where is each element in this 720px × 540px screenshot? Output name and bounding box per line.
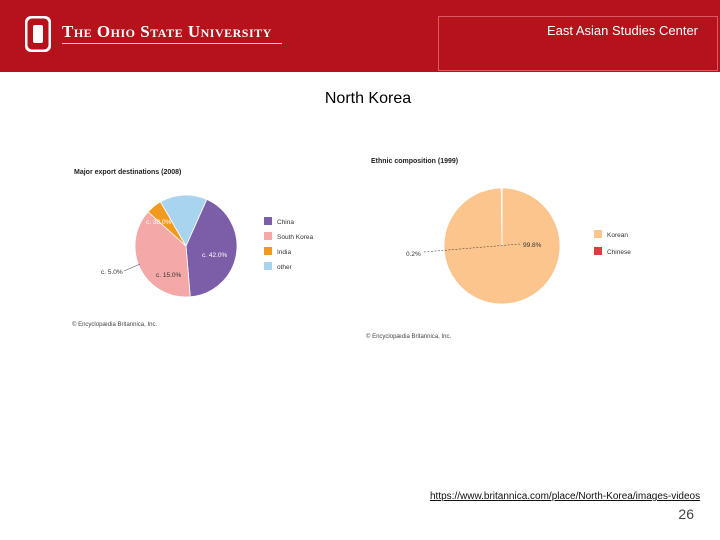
legend-swatch-india xyxy=(264,247,272,255)
header-bar: The Ohio State University East Asian Stu… xyxy=(0,0,720,72)
legend-swatch-south-korea xyxy=(264,232,272,240)
ethnic-legend: Korean Chinese xyxy=(594,230,631,256)
legend-label-south-korea: South Korea xyxy=(277,234,314,241)
slice-label-chinese: 0.2% xyxy=(406,251,421,258)
export-legend: China South Korea India other xyxy=(264,217,314,271)
ethnic-pie xyxy=(443,187,561,305)
legend-label-other: other xyxy=(277,264,293,271)
block-o-logo-icon xyxy=(25,16,51,52)
ethnic-composition-chart: Ethnic composition (1999) KoreanChinese … xyxy=(366,158,631,340)
pie-slice-other xyxy=(159,194,208,247)
slice-label-south-korea: c. 38.0% xyxy=(146,219,172,226)
export-chart-title: Major export destinations (2008) xyxy=(74,169,181,176)
slice-label-china: c. 42.0% xyxy=(202,252,228,259)
legend-swatch-china xyxy=(264,217,272,225)
legend-swatch-chinese xyxy=(594,247,602,255)
center-box xyxy=(438,16,718,71)
legend-swatch-other xyxy=(264,262,272,270)
export-chart-copyright: © Encyclopædia Britannica, Inc. xyxy=(72,321,157,328)
legend-label-china: China xyxy=(277,219,294,226)
pie-slice-south-korea xyxy=(134,211,191,298)
slide-title: North Korea xyxy=(324,90,412,107)
university-name: The Ohio State University xyxy=(62,22,272,41)
ethnic-chart-title: Ethnic composition (1999) xyxy=(371,158,458,165)
export-pie xyxy=(134,194,238,298)
india-leader-line xyxy=(123,263,141,272)
legend-swatch-korean xyxy=(594,230,602,238)
pie-slice-chinese xyxy=(500,187,503,247)
slide-number: 26 xyxy=(678,506,694,522)
export-destinations-chart: Major export destinations (2008) China So… xyxy=(72,169,314,328)
pie-slice-china xyxy=(185,198,238,298)
center-name: East Asian Studies Center xyxy=(546,23,698,38)
legend-label-india: India xyxy=(277,249,291,256)
slice-label-india: c. 5.0% xyxy=(101,269,123,276)
legend-label-chinese: Chinese xyxy=(607,249,631,256)
ethnic-chart-copyright: © Encyclopædia Britannica, Inc. xyxy=(366,333,451,340)
slice-label-korean: 99.8% xyxy=(523,242,542,249)
source-link[interactable]: https://www.britannica.com/place/North-K… xyxy=(430,491,701,502)
legend-label-korean: Korean xyxy=(607,232,628,239)
university-name-underline xyxy=(62,43,282,44)
slice-label-other: c. 15.0% xyxy=(156,272,182,279)
